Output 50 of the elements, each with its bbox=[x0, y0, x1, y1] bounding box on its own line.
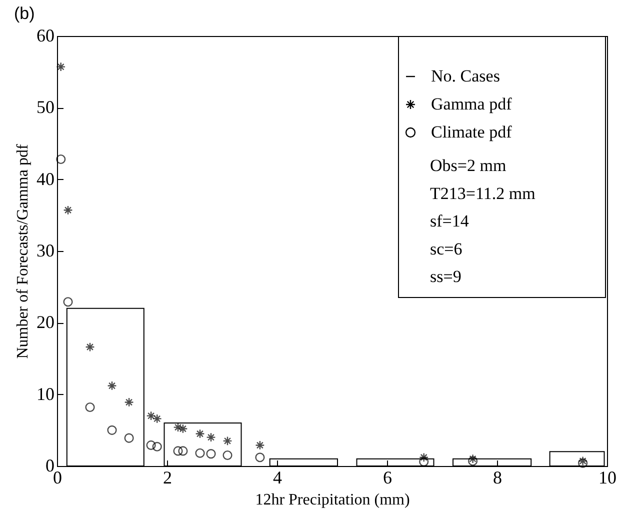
point bbox=[255, 452, 265, 462]
x-axis-title: 12hr Precipitation (mm) bbox=[255, 492, 410, 508]
point bbox=[63, 205, 73, 215]
chart-title: (b) bbox=[14, 4, 35, 23]
point bbox=[107, 425, 117, 435]
x-tick-label: 2 bbox=[163, 468, 172, 488]
point bbox=[107, 380, 117, 391]
point bbox=[195, 428, 205, 439]
x-tick-label: 4 bbox=[273, 468, 282, 488]
point bbox=[178, 424, 188, 434]
point bbox=[206, 449, 216, 459]
y-tick-label: 20 bbox=[36, 312, 54, 332]
annotation: Obs=2 mm bbox=[430, 156, 506, 175]
point bbox=[124, 397, 134, 407]
point bbox=[255, 440, 265, 450]
point bbox=[124, 433, 134, 443]
y-tick-label: 30 bbox=[36, 240, 54, 260]
x-tick-label: 6 bbox=[383, 468, 392, 488]
point bbox=[146, 440, 156, 450]
point bbox=[85, 342, 95, 352]
annotation: T213=11.2 mm bbox=[430, 184, 536, 203]
point bbox=[178, 446, 188, 456]
point bbox=[85, 402, 95, 412]
point bbox=[419, 452, 429, 462]
y-tick-label: 40 bbox=[36, 168, 54, 189]
annotation: sc=6 bbox=[430, 239, 462, 258]
point bbox=[152, 414, 162, 424]
point bbox=[63, 297, 73, 307]
y-tick-label: 50 bbox=[36, 97, 54, 118]
point bbox=[56, 154, 66, 164]
point bbox=[222, 450, 232, 460]
legend-label: Gamma pdf bbox=[431, 94, 512, 114]
point bbox=[195, 448, 205, 458]
legend-label: Climate pdf bbox=[431, 122, 512, 142]
point bbox=[173, 422, 183, 432]
point bbox=[56, 62, 66, 72]
y-tick-label: 60 bbox=[36, 26, 54, 46]
annotation: sf=14 bbox=[430, 212, 470, 231]
y-tick-label: 10 bbox=[36, 384, 54, 404]
point bbox=[146, 411, 156, 421]
legend-label: No. Cases bbox=[431, 66, 500, 86]
point bbox=[152, 442, 162, 452]
point bbox=[173, 446, 183, 456]
x-tick-label: 10 bbox=[598, 468, 616, 488]
y-axis-title: Number of Forecasts/Gamma pdf bbox=[14, 144, 32, 359]
annotation: ss=9 bbox=[430, 267, 462, 286]
point bbox=[206, 432, 216, 442]
point bbox=[419, 456, 429, 466]
point bbox=[222, 436, 232, 446]
x-tick-label: 8 bbox=[493, 468, 502, 488]
